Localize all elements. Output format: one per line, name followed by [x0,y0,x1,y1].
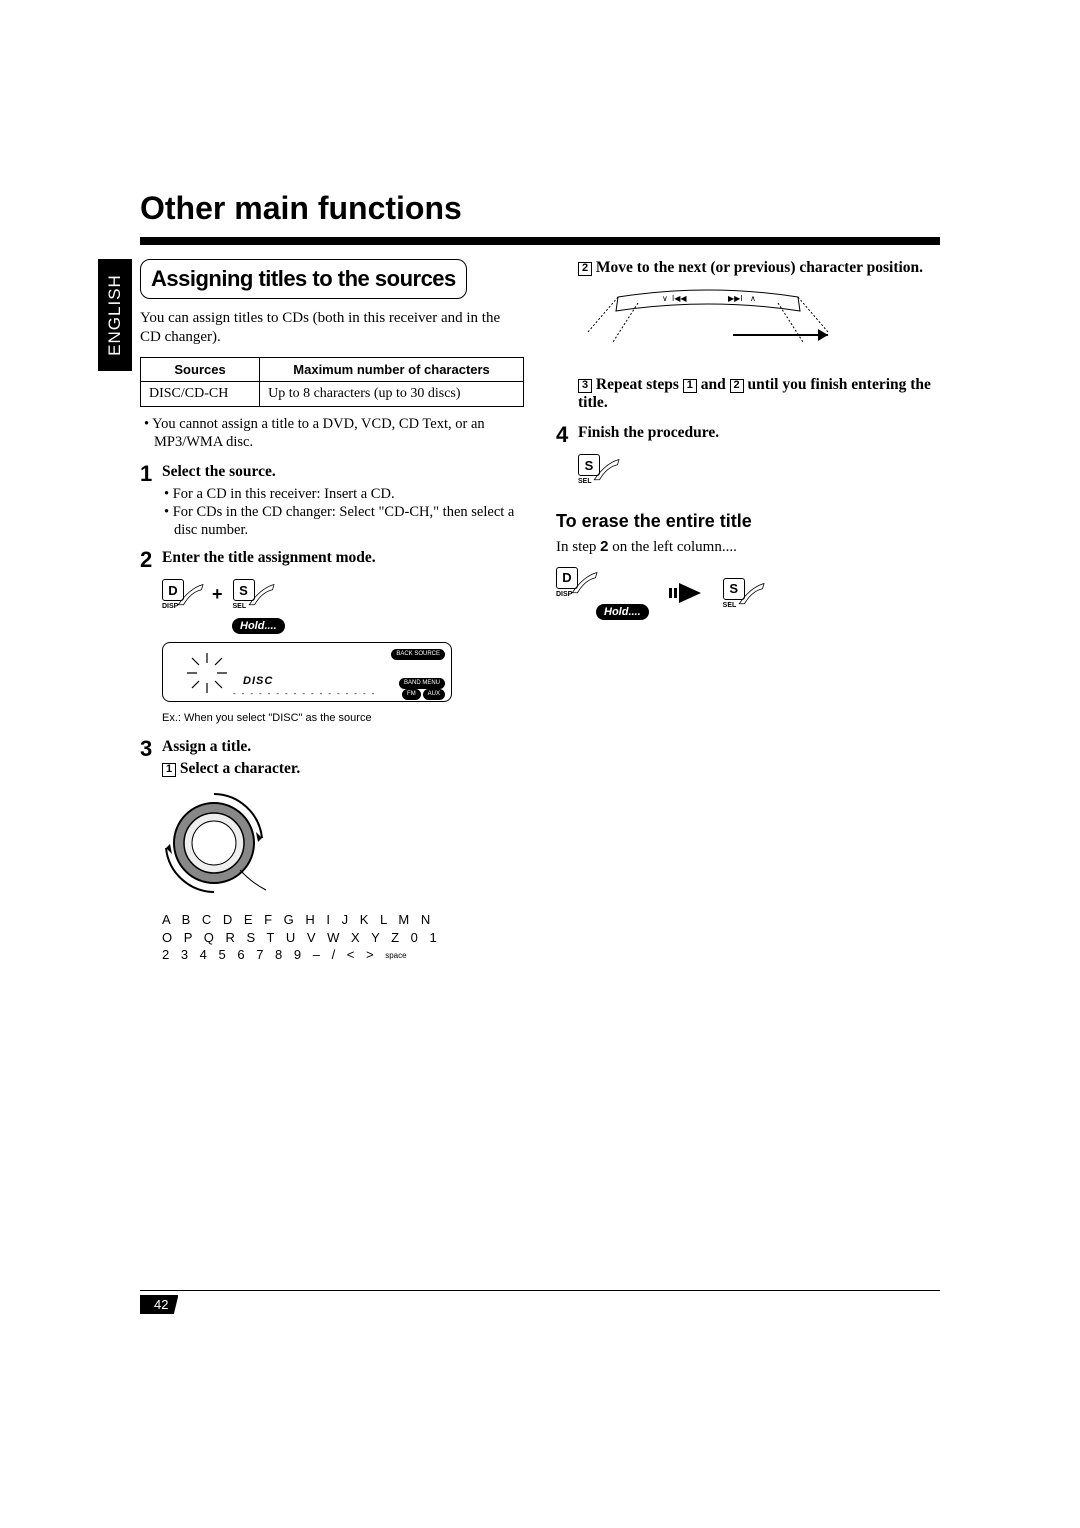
hold-label-2: Hold.... [596,604,649,620]
step-1-bullet-1: • For a CD in this receiver: Insert a CD… [174,485,524,503]
step-4-number: 4 [556,424,578,446]
step-3-sub3: 3 Repeat steps 1 and 2 until you finish … [578,376,940,412]
table-row: DISC/CD-CH Up to 8 characters (up to 30 … [141,381,524,406]
page-footer: 42 [140,1290,940,1314]
erase-text: In step 2 on the left column.... [556,538,940,557]
left-column: ENGLISH Assigning titles to the sources … [140,259,524,964]
display-disc-label: DISC [243,675,273,687]
svg-text:∨: ∨ [662,294,668,303]
step-3-sub2-title: Move to the next (or previous) character… [596,259,923,276]
page-number: 42 [140,1295,178,1314]
character-grid: A B C D E F G H I J K L M N O P Q R S T … [162,911,524,964]
step-1-title: Select the source. [162,463,524,481]
display-caption: Ex.: When you select "DISC" as the sourc… [162,712,524,724]
step-2: 2 Enter the title assignment mode. [140,549,524,571]
table-header-sources: Sources [141,357,260,381]
display-mock: DISC - - - - - - - - - - - - - - - - - B… [162,642,452,702]
rocker-figure: ∨ I◀◀ ▶▶I ∧ [578,287,838,357]
finger-icon [247,582,277,608]
section-title: Assigning titles to the sources [151,266,456,291]
table-cell-source: DISC/CD-CH [141,381,260,406]
boxed-3: 3 [578,379,592,393]
disp-button: D DISP [162,579,202,610]
language-tab: ENGLISH [98,259,132,371]
step-3-number: 3 [140,738,162,760]
step-3-title: Assign a title. [162,738,524,756]
step-1-bullet-2: • For CDs in the CD changer: Select "CD-… [174,503,524,539]
step-4-title: Finish the procedure. [578,424,940,442]
disp-button-2: D DISP [556,567,596,598]
char-row-3-space: space [385,951,406,960]
step-3-sub3-b: and [697,376,730,393]
step-1-number: 1 [140,463,162,485]
right-column: 2 Move to the next (or previous) charact… [556,259,940,964]
erase-text-a: In step [556,539,600,555]
sources-table: Sources Maximum number of characters DIS… [140,357,524,407]
step-3-sub1-title: Select a character. [180,760,300,777]
footer-rule [140,1290,940,1291]
sel-button-3: S SEL [723,578,763,609]
step-3-sub1: 1 Select a character. [162,760,524,778]
finger-icon [592,457,622,483]
char-row-2: O P Q R S T U V W X Y Z 0 1 [162,930,441,945]
boxed-2b: 2 [730,379,744,393]
step-1: 1 Select the source. • For a CD in this … [140,463,524,539]
section-title-box: Assigning titles to the sources [140,259,467,299]
step-3-sub3-a: Repeat steps [596,376,683,393]
erase-step-num: 2 [600,538,608,555]
table-header-row: Sources Maximum number of characters [141,357,524,381]
char-row-3a: 2 3 4 5 6 7 8 9 – / < > [162,947,385,962]
erase-heading: To erase the entire title [556,511,940,532]
step-2-figure: D DISP + S SEL Hold.... [162,579,524,702]
display-dots: - - - - - - - - - - - - - - - - - [233,689,376,698]
sel-button: S SEL [233,579,273,610]
table-header-chars: Maximum number of characters [260,357,524,381]
erase-text-b: on the left column.... [609,539,737,555]
step-3-sub2: 2 Move to the next (or previous) charact… [578,259,940,277]
main-title: Other main functions [140,190,940,227]
note-1: • You cannot assign a title to a DVD, VC… [154,415,524,451]
hold-label: Hold.... [232,618,285,634]
dial-figure [162,788,272,898]
language-tab-label: ENGLISH [105,274,125,356]
step-3: 3 Assign a title. 1 Select a character. [140,738,524,782]
erase-figure: D DISP Hold.... S SEL [556,567,940,620]
arrow-right-icon [669,579,703,607]
svg-text:▶▶I: ▶▶I [728,294,743,303]
step-4: 4 Finish the procedure. [556,424,940,446]
boxed-1b: 1 [683,379,697,393]
display-right-icons: BACK SOURCE BAND MENU FM AUX [391,649,445,700]
table-cell-chars: Up to 8 characters (up to 30 discs) [260,381,524,406]
boxed-1: 1 [162,763,176,777]
intro-text: You can assign titles to CDs (both in th… [140,309,524,347]
sel-button-2: S SEL [578,454,618,485]
finger-icon [176,582,206,608]
finger-icon [570,570,600,596]
boxed-2: 2 [578,262,592,276]
step-2-title: Enter the title assignment mode. [162,549,524,567]
title-rule [140,237,940,245]
burst-icon [185,651,229,695]
step-2-number: 2 [140,549,162,571]
plus-icon: + [212,584,223,605]
svg-text:I◀◀: I◀◀ [672,294,687,303]
svg-text:∧: ∧ [750,294,756,303]
finger-icon [737,581,767,607]
char-row-1: A B C D E F G H I J K L M N [162,912,434,927]
step-4-figure: S SEL [578,454,940,485]
